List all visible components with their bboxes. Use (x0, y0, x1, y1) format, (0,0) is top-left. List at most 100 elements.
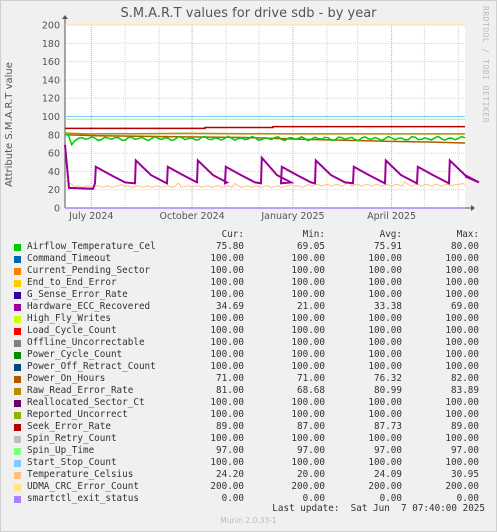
legend-min-value: 100.00 (291, 337, 325, 348)
legend-cur-value: 100.00 (210, 409, 244, 420)
legend-header-cur: Cur: (221, 229, 244, 240)
legend-series-name: Seek_Error_Rate (27, 421, 111, 432)
legend-swatch (14, 388, 21, 395)
legend-avg-value: 76.32 (374, 373, 402, 384)
legend-series-name: Command_Timeout (27, 253, 111, 264)
legend-series-name: UDMA_CRC_Error_Count (27, 481, 139, 492)
legend-series-name: Power_Off_Retract_Count (27, 361, 156, 372)
legend-series-name: Raw_Read_Error_Rate (27, 385, 134, 396)
legend-series-name: Power_Cycle_Count (27, 349, 123, 360)
legend-min-value: 100.00 (291, 289, 325, 300)
legend-max-value: 100.00 (445, 265, 479, 276)
x-tick-label: October 2024 (160, 211, 225, 222)
legend-swatch (14, 304, 21, 311)
legend-avg-value: 100.00 (368, 433, 402, 444)
y-tick-label: 200 (42, 21, 60, 32)
legend-avg-value: 100.00 (368, 361, 402, 372)
legend-cur-value: 100.00 (210, 325, 244, 336)
legend-min-value: 100.00 (291, 265, 325, 276)
legend-cur-value: 34.69 (216, 301, 244, 312)
legend-series-name: High_Fly_Writes (27, 313, 111, 324)
legend-cur-value: 100.00 (210, 277, 244, 288)
y-tick-label: 140 (42, 75, 60, 86)
legend-swatch (14, 280, 21, 287)
legend-avg-value: 100.00 (368, 289, 402, 300)
y-tick-label: 40 (48, 167, 60, 178)
legend-avg-value: 100.00 (368, 325, 402, 336)
legend-max-value: 100.00 (445, 277, 479, 288)
legend-cur-value: 100.00 (210, 457, 244, 468)
legend-cur-value: 100.00 (210, 289, 244, 300)
y-axis-arrow (62, 15, 68, 19)
legend-swatch (14, 412, 21, 419)
legend-avg-value: 87.73 (374, 421, 402, 432)
legend-swatch (14, 376, 21, 383)
legend-avg-value: 100.00 (368, 265, 402, 276)
rrdtool-credit: RRDTOOL / TOBI OETIKER (481, 6, 490, 123)
legend-series-name: G_Sense_Error_Rate (27, 289, 128, 300)
legend-swatch (14, 448, 21, 455)
legend-cur-value: 100.00 (210, 313, 244, 324)
legend-series-name: End_to_End_Error (27, 277, 117, 288)
legend-avg-value: 75.91 (374, 241, 402, 252)
legend-series-name: Start_Stop_Count (27, 457, 117, 468)
legend-avg-value: 0.00 (379, 493, 402, 504)
legend-max-value: 83.89 (451, 385, 479, 396)
y-tick-label: 20 (48, 185, 60, 196)
legend-row: Power_On_Hours 71.00 71.00 76.32 82.00 (14, 373, 484, 385)
legend-row: Reported_Uncorrect 100.00 100.00 100.00 100.… (14, 409, 484, 421)
legend-series-name: Spin_Retry_Count (27, 433, 117, 444)
legend-row: High_Fly_Writes 100.00 100.00 100.00 100.00 (14, 313, 484, 325)
legend-series-name: Reallocated_Sector_Ct (27, 397, 145, 408)
legend-series-name: Temperature_Celsius (27, 469, 134, 480)
legend-swatch (14, 268, 21, 275)
legend-cur-value: 100.00 (210, 337, 244, 348)
legend-row: Spin_Up_Time 97.00 97.00 97.00 97.00 (14, 445, 484, 457)
legend-series-name: Offline_Uncorrectable (27, 337, 145, 348)
legend-min-value: 100.00 (291, 433, 325, 444)
legend-max-value: 100.00 (445, 457, 479, 468)
legend-min-value: 100.00 (291, 349, 325, 360)
legend-avg-value: 200.00 (368, 481, 402, 492)
legend-cur-value: 100.00 (210, 433, 244, 444)
legend-max-value: 0.00 (456, 493, 479, 504)
legend-cur-value: 97.00 (216, 445, 244, 456)
legend-max-value: 30.95 (451, 469, 479, 480)
legend-max-value: 80.00 (451, 241, 479, 252)
legend-row: smartctl_exit_status 0.00 0.00 0.00 0.00 (14, 493, 484, 505)
x-tick-label: January 2025 (260, 211, 324, 222)
legend-min-value: 100.00 (291, 313, 325, 324)
y-tick-label: 160 (42, 57, 60, 68)
legend-min-value: 87.00 (297, 421, 325, 432)
legend-row: G_Sense_Error_Rate 100.00 100.00 100.00 100.… (14, 289, 484, 301)
legend-swatch (14, 316, 21, 323)
legend-series-name: Hardware_ECC_Recovered (27, 301, 151, 312)
legend-row: Power_Off_Retract_Count 100.00 100.00 100.0… (14, 361, 484, 373)
legend-swatch (14, 436, 21, 443)
legend-swatch (14, 292, 21, 299)
series-line-seek-error-rate (65, 125, 465, 130)
legend-cur-value: 24.20 (216, 469, 244, 480)
legend-row: Power_Cycle_Count 100.00 100.00 100.00 100.0… (14, 349, 484, 361)
y-tick-label: 100 (42, 112, 60, 123)
legend-series-name: Spin_Up_Time (27, 445, 95, 456)
legend-min-value: 97.00 (297, 445, 325, 456)
legend-swatch (14, 328, 21, 335)
legend-row: Reallocated_Sector_Ct 100.00 100.00 100.00 1… (14, 397, 484, 409)
legend-swatch (14, 364, 21, 371)
x-tick-label: July 2024 (68, 211, 113, 222)
legend-max-value: 69.00 (451, 301, 479, 312)
legend-swatch (14, 424, 21, 431)
legend-header: Cur: Min: Avg: Max: (14, 229, 484, 241)
legend-swatch (14, 244, 21, 251)
legend-swatch (14, 352, 21, 359)
legend-max-value: 100.00 (445, 433, 479, 444)
legend-cur-value: 200.00 (210, 481, 244, 492)
legend-header-max: Max: (456, 229, 479, 240)
chart-title: S.M.A.R.T values for drive sdb - by year (120, 6, 377, 21)
legend-series-name: Power_On_Hours (27, 373, 106, 384)
legend-avg-value: 100.00 (368, 457, 402, 468)
legend-min-value: 100.00 (291, 409, 325, 420)
series-line-airflow-temperature-cel (65, 134, 466, 147)
legend-cur-value: 75.80 (216, 241, 244, 252)
